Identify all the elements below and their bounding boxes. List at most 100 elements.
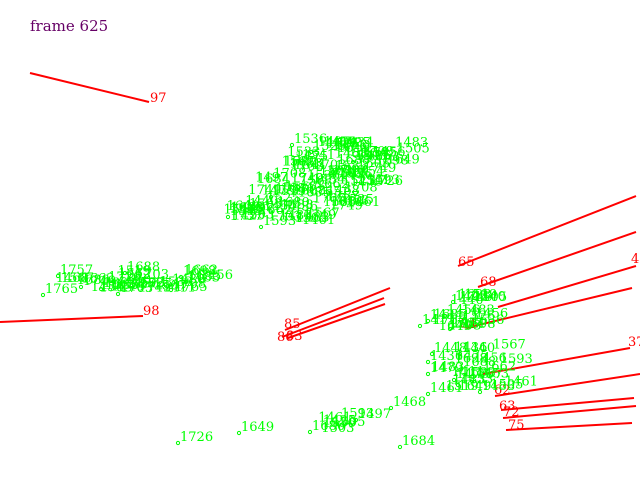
point-label: 1479 bbox=[430, 361, 463, 376]
dense-point-label: 1649 bbox=[458, 379, 491, 394]
dense-point-label: 1703 bbox=[99, 281, 132, 296]
point-1425: 1425 bbox=[450, 289, 488, 305]
track-label: 86 bbox=[277, 330, 294, 345]
point-1468: 1468 bbox=[388, 395, 426, 411]
dense-point-label: 1749 bbox=[332, 164, 365, 179]
dense-point-label: 1749 bbox=[327, 164, 360, 179]
track-label: 4 bbox=[631, 252, 639, 267]
point-label: 1541 bbox=[230, 204, 263, 219]
dense-point-label: 1533 bbox=[105, 278, 138, 293]
point-label: 1434 bbox=[430, 308, 463, 323]
dense-point-label: 1503 bbox=[321, 421, 354, 436]
point-label: 1649 bbox=[241, 420, 274, 435]
point-1726: 1726 bbox=[175, 430, 213, 446]
dense-point-label: 1425 bbox=[232, 208, 265, 223]
point-1475: 1475 bbox=[451, 367, 489, 383]
dense-point-label: 1434 bbox=[91, 280, 124, 295]
point-label: 1440 bbox=[462, 341, 495, 356]
dense-point-label: 1698 bbox=[455, 352, 488, 367]
point-1649: 1649 bbox=[236, 420, 274, 436]
dense-point-label: 1525 bbox=[462, 309, 495, 324]
point-marker bbox=[98, 286, 104, 292]
point-label: 1456 bbox=[447, 303, 480, 318]
dense-point-label: 1483 bbox=[187, 270, 220, 285]
point-label-layer: 1536152515051533156715191503154115931757… bbox=[40, 132, 515, 450]
point-label: 1448 bbox=[434, 341, 467, 356]
dense-point-label: 1698 bbox=[462, 317, 495, 332]
point-marker bbox=[330, 169, 336, 175]
point-label: 1536 bbox=[294, 132, 327, 147]
track-label: 83 bbox=[286, 329, 303, 344]
dense-point-label: 1454 bbox=[264, 199, 297, 214]
dense-point-label: 1662 bbox=[185, 263, 218, 278]
dense-point-label: 1461 bbox=[505, 375, 538, 390]
dense-point-label: 1680 bbox=[331, 195, 364, 210]
point-label: 1425 bbox=[455, 289, 488, 304]
dense-point-label: 1757 bbox=[433, 313, 466, 328]
dense-point-label: 1536 bbox=[323, 416, 356, 431]
point-marker bbox=[353, 417, 359, 423]
point-marker bbox=[258, 224, 264, 230]
dense-point-label: 1593 bbox=[341, 407, 374, 422]
dense-point-label: 1479 bbox=[324, 135, 357, 150]
point-label: 1483 bbox=[482, 379, 515, 394]
point-1454: 1454 bbox=[447, 316, 485, 332]
dense-point-label: 1708 bbox=[273, 167, 306, 182]
track-line bbox=[281, 297, 385, 338]
point-marker bbox=[425, 371, 431, 377]
track-label: 84 bbox=[460, 317, 477, 332]
dense-point-label: 1475 bbox=[262, 184, 295, 199]
point-marker bbox=[55, 273, 61, 279]
track-line bbox=[494, 373, 640, 397]
point-1411: 1411 bbox=[417, 313, 455, 329]
point-label: 1505 bbox=[355, 149, 388, 164]
track-line bbox=[477, 231, 637, 288]
dense-point-label: 1519 bbox=[464, 288, 497, 303]
point-marker bbox=[295, 184, 301, 190]
dense-point-label: 1411 bbox=[332, 140, 365, 155]
track-83: 83 bbox=[286, 303, 386, 344]
point-label: 1475 bbox=[456, 367, 489, 382]
dense-point-label: 1536 bbox=[323, 195, 356, 210]
point-marker bbox=[175, 440, 181, 446]
dense-point-label: 1456 bbox=[475, 307, 508, 322]
point-label: 1453 bbox=[460, 372, 493, 387]
dense-point-label: 1456 bbox=[372, 145, 405, 160]
dense-point-label: 1519 bbox=[446, 379, 479, 394]
point-marker bbox=[78, 284, 84, 290]
dense-point-label: 1708 bbox=[345, 181, 378, 196]
dense-point-label: 1698 bbox=[376, 154, 409, 169]
point-1456: 1456 bbox=[442, 303, 480, 319]
dense-point-label: 1434 bbox=[313, 172, 346, 187]
dense-point-label: 1765 bbox=[313, 191, 346, 206]
dense-point-label: 1436 bbox=[340, 167, 373, 182]
dense-point-label: 1541 bbox=[294, 158, 327, 173]
point-1765: 1765 bbox=[40, 282, 78, 298]
point-marker bbox=[442, 313, 448, 319]
dense-point-label: 1662 bbox=[367, 150, 400, 165]
dense-point-label: 1483 bbox=[289, 157, 322, 172]
dense-point-label: 1468 bbox=[56, 271, 89, 286]
dense-point-label: 1567 bbox=[154, 278, 187, 293]
track-65: 65 bbox=[457, 195, 637, 270]
point-1483: 1483 bbox=[477, 379, 515, 395]
point-1703: 1703 bbox=[115, 281, 153, 297]
point-1519: 1519 bbox=[268, 184, 306, 200]
point-label: 1411 bbox=[422, 313, 455, 328]
dense-point-label: 1680 bbox=[118, 272, 151, 287]
point-label: 1461 bbox=[430, 381, 463, 396]
point-marker bbox=[397, 444, 403, 450]
dense-point-label: 1505 bbox=[332, 166, 365, 181]
track-label: 75 bbox=[508, 418, 525, 433]
dense-point-label: 1468 bbox=[335, 146, 368, 161]
point-marker bbox=[388, 405, 394, 411]
dense-point-label: 1703 bbox=[136, 268, 169, 283]
track-84: 84 bbox=[460, 287, 633, 332]
dense-point-label: 1519 bbox=[337, 141, 370, 156]
dense-point-label: 1434 bbox=[341, 136, 374, 151]
dense-point-label: 1456 bbox=[474, 351, 507, 366]
point-1461: 1461 bbox=[425, 381, 463, 397]
dense-point-label: 1497 bbox=[318, 135, 351, 150]
point-1448: 1448 bbox=[429, 341, 467, 357]
point-label: 1503 bbox=[249, 197, 282, 212]
